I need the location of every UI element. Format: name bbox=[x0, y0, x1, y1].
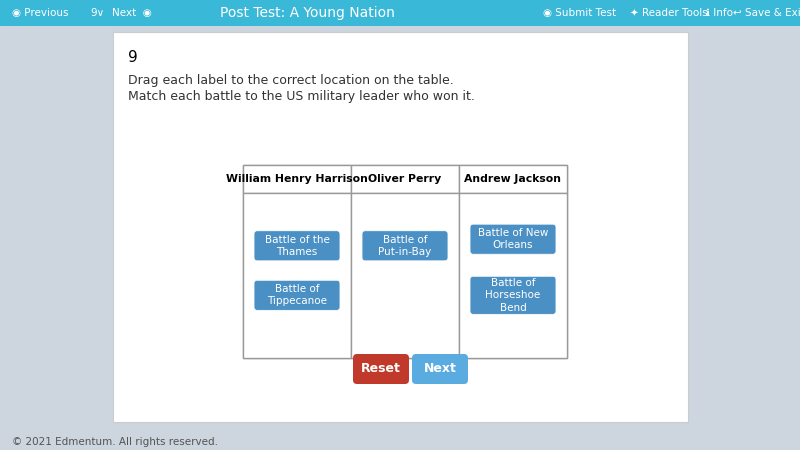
FancyBboxPatch shape bbox=[254, 280, 340, 310]
Text: Post Test: A Young Nation: Post Test: A Young Nation bbox=[220, 6, 395, 20]
Text: 9∨: 9∨ bbox=[90, 8, 104, 18]
FancyBboxPatch shape bbox=[362, 231, 448, 261]
FancyBboxPatch shape bbox=[113, 32, 688, 422]
Bar bbox=[459, 165, 567, 193]
Text: © 2021 Edmentum. All rights reserved.: © 2021 Edmentum. All rights reserved. bbox=[12, 437, 218, 447]
Text: Match each battle to the US military leader who won it.: Match each battle to the US military lea… bbox=[128, 90, 475, 103]
Text: Battle of New
Orleans: Battle of New Orleans bbox=[478, 228, 548, 250]
FancyBboxPatch shape bbox=[470, 276, 556, 314]
Text: Oliver Perry: Oliver Perry bbox=[368, 174, 442, 184]
Text: Battle of
Tippecanoe: Battle of Tippecanoe bbox=[267, 284, 327, 306]
Text: Next: Next bbox=[423, 363, 457, 375]
FancyBboxPatch shape bbox=[470, 224, 556, 254]
Bar bbox=[243, 165, 567, 358]
Bar bbox=[243, 165, 351, 193]
Text: ✦ Reader Tools: ✦ Reader Tools bbox=[630, 8, 708, 18]
Bar bbox=[351, 165, 459, 193]
Bar bbox=[243, 193, 351, 358]
Text: Battle of
Put-in-Bay: Battle of Put-in-Bay bbox=[378, 234, 432, 257]
Text: Battle of the
Thames: Battle of the Thames bbox=[265, 234, 330, 257]
Bar bbox=[459, 193, 567, 358]
FancyBboxPatch shape bbox=[412, 354, 468, 384]
Text: ◉ Previous: ◉ Previous bbox=[12, 8, 69, 18]
Text: Next  ◉: Next ◉ bbox=[112, 8, 152, 18]
Text: ℹ Info: ℹ Info bbox=[706, 8, 733, 18]
Text: Reset: Reset bbox=[361, 363, 401, 375]
Bar bbox=[351, 193, 459, 358]
FancyBboxPatch shape bbox=[254, 231, 340, 261]
Text: Andrew Jackson: Andrew Jackson bbox=[465, 174, 562, 184]
Text: William Henry Harrison: William Henry Harrison bbox=[226, 174, 368, 184]
Text: ◉ Submit Test: ◉ Submit Test bbox=[543, 8, 616, 18]
Bar bbox=[0, 0, 800, 26]
Text: Battle of
Horseshoe
Bend: Battle of Horseshoe Bend bbox=[486, 278, 541, 313]
Text: ↩ Save & Exit: ↩ Save & Exit bbox=[733, 8, 800, 18]
Text: Drag each label to the correct location on the table.: Drag each label to the correct location … bbox=[128, 74, 454, 87]
FancyBboxPatch shape bbox=[353, 354, 409, 384]
Text: 9: 9 bbox=[128, 50, 138, 65]
